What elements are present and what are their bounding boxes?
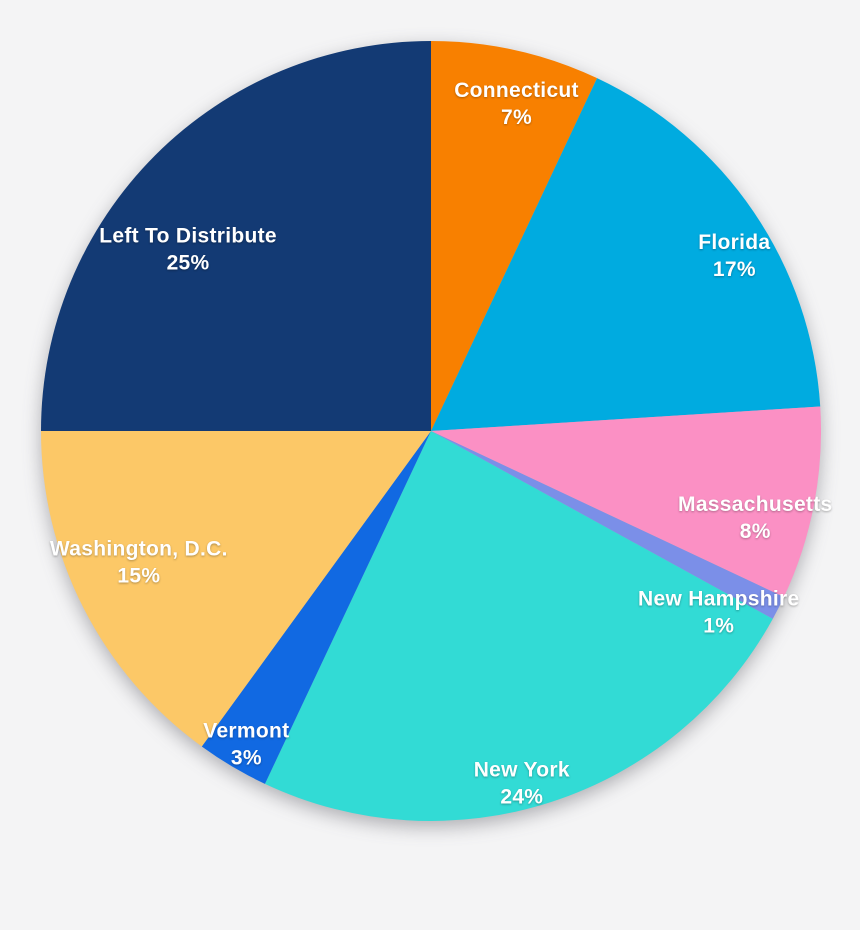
pie-slice-new-hampshire: [431, 431, 784, 619]
slice-percent-florida: 17%: [713, 258, 756, 281]
slice-name-washington-d-c: Washington, D.C.: [50, 538, 228, 561]
pie-slice-connecticut: [431, 41, 598, 431]
slice-name-vermont: Vermont: [203, 720, 289, 743]
pie-slice-left-to-distribute: [41, 41, 431, 431]
slice-percent-washington-d-c: 15%: [117, 565, 160, 588]
pie-slice-new-york: [264, 431, 773, 821]
pie-slice-florida: [431, 78, 821, 432]
pie-slice-massachusetts: [431, 406, 821, 598]
pie-wedges: [41, 41, 821, 821]
pie-labels: Connecticut 7% Florida 17% Massachusetts 8% Ne…: [50, 79, 832, 809]
slice-percent-left-to-distribute: 25%: [167, 251, 210, 274]
slice-name-massachusetts: Massachusetts: [678, 493, 832, 516]
slice-name-florida: Florida: [698, 231, 770, 254]
slice-percent-new-york: 24%: [500, 786, 543, 809]
slice-name-left-to-distribute: Left To Distribute: [99, 224, 277, 247]
slice-percent-vermont: 3%: [231, 747, 262, 770]
pie-slice-vermont: [201, 431, 431, 784]
slice-name-new-hampshire: New Hampshire: [638, 587, 799, 610]
slice-percent-connecticut: 7%: [501, 106, 532, 129]
pie-slice-washington-d-c: [41, 431, 431, 747]
slice-percent-massachusetts: 8%: [740, 520, 771, 543]
slice-name-new-york: New York: [474, 759, 570, 782]
slice-percent-new-hampshire: 1%: [703, 614, 734, 637]
slice-name-connecticut: Connecticut: [454, 79, 579, 102]
